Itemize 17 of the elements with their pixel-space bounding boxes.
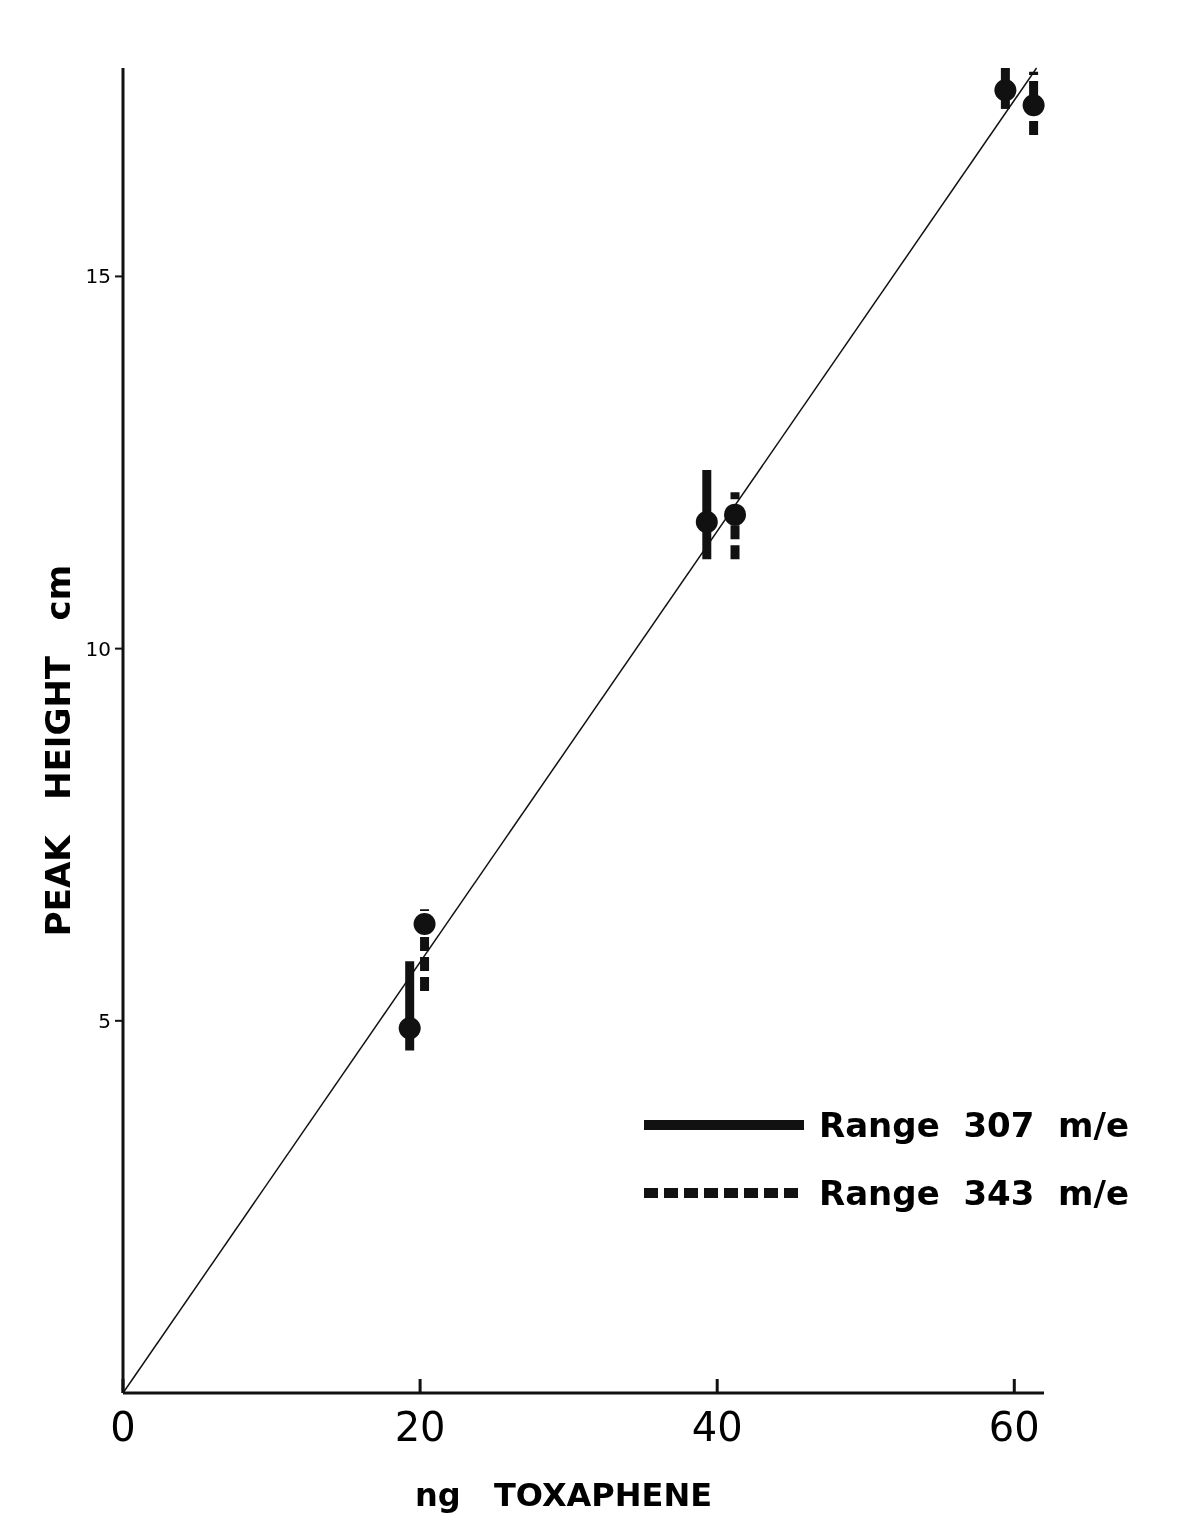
legend-label: Range 343 m/e: [819, 1172, 1129, 1213]
y-tick-label: 10: [85, 636, 111, 661]
x-tick-label: 60: [988, 1404, 1040, 1450]
point: [413, 913, 436, 936]
point: [724, 503, 747, 526]
y-tick-label: 5: [98, 1008, 111, 1033]
x-axis-title: ng TOXAPHENE: [414, 1476, 713, 1514]
point: [994, 79, 1017, 102]
x-tick-label: 40: [691, 1404, 743, 1450]
x-tick-label: 0: [110, 1404, 136, 1450]
point: [1022, 94, 1045, 117]
legend-label: Range 307 m/e: [819, 1104, 1129, 1145]
point: [398, 1017, 421, 1040]
point: [695, 511, 718, 534]
y-axis-title: PEAK HEIGHT cm: [38, 564, 78, 937]
y-tick-label: 15: [85, 264, 111, 289]
x-tick-label: 20: [394, 1404, 446, 1450]
